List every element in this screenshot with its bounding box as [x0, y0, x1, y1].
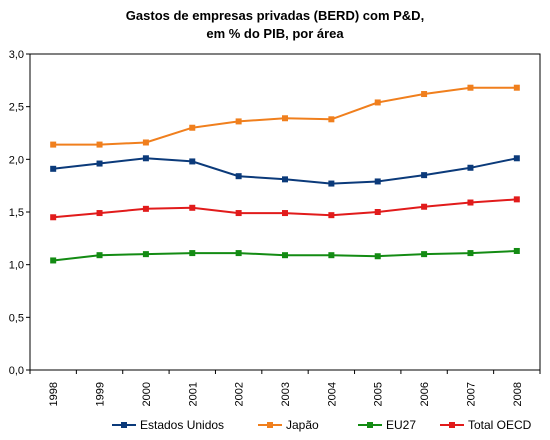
data-point [421, 203, 428, 210]
data-point [467, 84, 474, 91]
legend-swatch-marker [449, 422, 455, 428]
data-point [50, 165, 57, 172]
legend-swatch-marker [267, 422, 273, 428]
data-point [374, 209, 381, 215]
data-point [189, 124, 196, 131]
legend-swatch-marker [121, 422, 127, 428]
x-tick-label: 2000 [141, 382, 153, 406]
data-point [235, 173, 242, 180]
y-tick-label: 0,0 [9, 365, 24, 377]
data-point [421, 91, 428, 98]
x-tick-label: 1999 [95, 382, 107, 406]
x-tick-label: 2004 [326, 382, 338, 406]
data-point [96, 210, 103, 217]
x-tick-label: 2007 [465, 382, 477, 406]
y-tick-label: 2,5 [9, 102, 24, 114]
data-point [189, 158, 196, 165]
legend-swatch-marker [367, 422, 373, 428]
data-point [374, 178, 381, 185]
data-point [374, 253, 381, 260]
data-point [513, 84, 520, 91]
data-point [421, 251, 428, 258]
legend-label: Japão [286, 418, 319, 432]
data-point [96, 252, 103, 259]
data-point [50, 214, 57, 221]
data-point [189, 250, 196, 257]
chart-title-line-2: em % do PIB, por área [206, 26, 344, 41]
data-point [142, 251, 149, 258]
legend-label: Total OECD [468, 418, 532, 432]
y-tick-label: 0,5 [9, 312, 24, 324]
data-point [142, 205, 149, 212]
data-point [513, 247, 520, 254]
data-point [282, 176, 288, 183]
data-point [142, 155, 149, 162]
data-point [467, 199, 474, 206]
legend-label: EU27 [386, 418, 416, 432]
x-tick-label: 2008 [512, 382, 524, 406]
x-tick-label: 2002 [234, 382, 246, 406]
y-tick-label: 3,0 [9, 49, 24, 61]
data-point [467, 250, 474, 257]
x-tick-label: 1998 [48, 382, 60, 406]
data-point [282, 210, 288, 217]
data-point [142, 139, 149, 146]
chart-title-line-1: Gastos de empresas privadas (BERD) com P… [125, 8, 425, 23]
data-point [467, 164, 474, 171]
data-point [50, 141, 57, 148]
data-point [282, 252, 288, 259]
data-point [96, 141, 103, 148]
x-tick-label: 2001 [187, 382, 199, 406]
data-point [374, 99, 381, 106]
data-point [328, 252, 335, 259]
data-point [96, 160, 103, 167]
legend-label: Estados Unidos [140, 418, 224, 432]
y-tick-label: 2,0 [9, 154, 24, 166]
data-point [50, 257, 57, 264]
x-tick-label: 2003 [280, 382, 292, 406]
y-tick-label: 1,0 [9, 260, 24, 272]
data-point [421, 172, 428, 179]
data-point [328, 180, 335, 187]
data-point [235, 250, 242, 257]
x-tick-label: 2005 [373, 382, 385, 406]
data-point [513, 155, 520, 162]
data-point [328, 212, 335, 219]
data-point [235, 118, 242, 125]
data-point [328, 116, 335, 123]
data-point [235, 210, 242, 217]
y-tick-label: 1,5 [9, 207, 24, 219]
x-tick-label: 2006 [419, 382, 431, 406]
data-point [189, 204, 196, 211]
data-point [282, 115, 288, 122]
data-point [513, 196, 520, 203]
